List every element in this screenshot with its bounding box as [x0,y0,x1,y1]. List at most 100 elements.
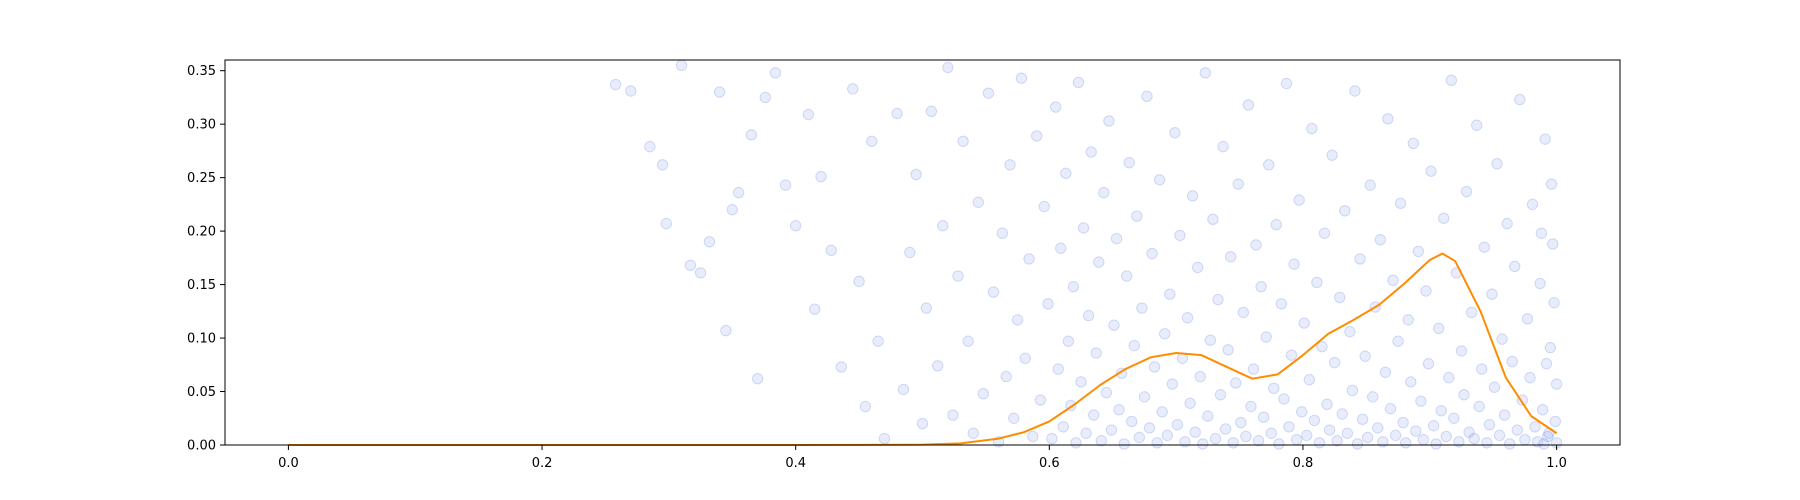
scatter-point [1540,358,1553,370]
scatter-point [1126,415,1138,428]
scatter-point [1334,291,1346,304]
scatter-point [1405,376,1417,388]
scatter-point [891,107,903,120]
scatter-point [1364,179,1376,191]
scatter-point [1242,99,1255,111]
scatter-point [759,91,771,104]
scatter-point [1318,227,1331,239]
scatter-point [1453,436,1465,448]
scatter-point [1085,146,1097,158]
scatter-point [1255,281,1267,293]
y-tick-label: 0.05 [187,385,216,400]
scatter-point [1082,309,1095,322]
scatter-point [1306,122,1318,135]
scatter-point [1397,416,1409,429]
scatter-point [996,227,1009,239]
scatter-point [1138,391,1151,403]
scatter-point [859,400,872,413]
scatter-point [1488,381,1501,393]
scatter-point [745,129,757,141]
scatter-point [835,361,848,373]
scatter-point [1377,436,1389,448]
scatter-point [1247,363,1260,375]
scatter-point [660,217,673,230]
scatter-point [1336,408,1348,420]
scatter-point [1547,238,1559,250]
scatter-point [1427,420,1440,432]
scatter-point [1207,213,1219,226]
scatter-point [1235,416,1247,429]
scatter-point [1263,159,1275,171]
scatter-point [916,417,929,430]
scatter-point [609,78,622,91]
scatter-point [1478,241,1491,253]
scatter-point [1486,288,1498,300]
scatter-point [1217,140,1229,153]
scatter-point [1535,227,1548,239]
scatter-layer [609,59,1563,450]
scatter-point [732,186,745,199]
scatter-point [1103,115,1115,127]
scatter-point [1316,340,1328,353]
scatter-point [1417,433,1430,446]
scatter-point [1339,205,1351,217]
y-tick-label: 0.30 [187,118,216,133]
scatter-point [1118,438,1130,450]
scatter-point [1062,335,1075,347]
scatter-point [1351,438,1364,450]
scatter-point [1151,437,1163,449]
scatter-point [1344,325,1356,338]
scatter-point [1219,423,1232,435]
scatter-point [1212,293,1224,306]
scatter-point [1293,194,1305,206]
scatter-point [1285,349,1298,361]
scatter-point [1159,328,1171,340]
scatter-point [1046,432,1058,445]
y-tick-label: 0.20 [187,225,216,240]
scatter-point [1493,429,1506,442]
scatter-point [977,387,990,400]
scatter-point [962,335,974,347]
scatter-point [684,259,697,272]
scatter-point [1323,424,1336,436]
scatter-point [1465,306,1478,319]
scatter-point [1301,429,1313,442]
x-tick-label: 0.6 [1039,456,1060,471]
scatter-point [1529,421,1541,433]
scatter-point [1230,377,1242,389]
scatter-point [1430,438,1442,450]
scatter-point [1161,429,1173,442]
scatter-point [1136,302,1148,314]
scatter-point [1105,424,1118,436]
scatter-point [1374,233,1387,246]
scatter-point [1252,435,1265,447]
scatter-point [1148,361,1161,373]
scatter-point [1496,333,1508,345]
scatter-point [1326,149,1338,161]
scatter-point [1372,422,1384,434]
scatter-point [1509,260,1521,273]
plot-frame [224,59,1621,446]
scatter-point [910,168,922,181]
scatter-point [1042,298,1054,310]
scatter-point [1384,402,1397,415]
axes-layer: 0.0 0.2 0.4 0.6 0.8 1.0 0.00 0.05 0.10 0.15 0.20 0.… [187,59,1621,471]
scatter-point [1468,432,1480,445]
scatter-point [1060,167,1072,180]
scatter-point [726,204,738,216]
scatter-point [1250,239,1262,251]
scatter-point [1321,398,1333,411]
scatter-point [1174,229,1186,242]
scatter-point [1506,355,1518,368]
scatter-point [932,360,944,372]
y-tick-label: 0.00 [187,439,216,454]
scatter-point [1534,277,1546,290]
scatter-point [1070,437,1082,449]
scatter-point [1349,85,1361,97]
y-tick-label: 0.15 [187,278,216,293]
scatter-point [1240,430,1252,443]
scatter-point [1169,127,1181,139]
scatter-point [1077,222,1090,234]
scatter-point [1000,370,1012,383]
